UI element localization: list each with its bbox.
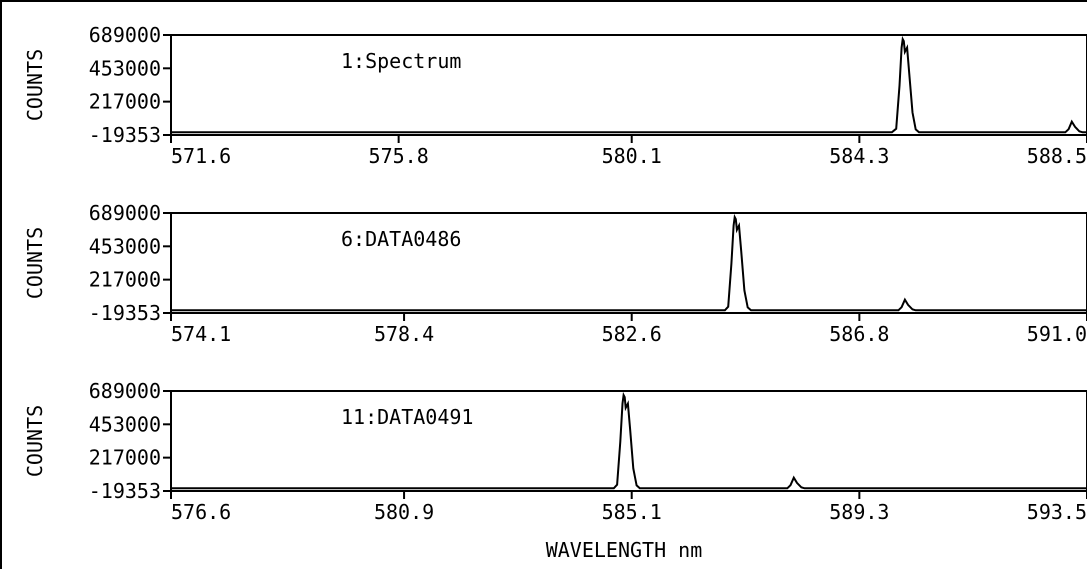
y-tick-label: 217000 xyxy=(89,90,161,114)
y-tick-label: 453000 xyxy=(89,56,161,80)
x-tick-label: 571.6 xyxy=(171,144,231,168)
y-axis-label: COUNTS xyxy=(23,49,47,121)
x-axis-label: WAVELENGTH nm xyxy=(546,538,703,562)
y-tick-label: -19353 xyxy=(89,123,161,147)
y-tick-label: 689000 xyxy=(89,23,161,47)
x-tick-label: 585.1 xyxy=(602,500,662,524)
y-tick-label: 453000 xyxy=(89,234,161,258)
x-tick-label: 582.6 xyxy=(602,322,662,346)
x-tick-label: 589.3 xyxy=(829,500,889,524)
y-tick-label: 217000 xyxy=(89,268,161,292)
y-tick-label: 689000 xyxy=(89,201,161,225)
spectrum-series-line-1 xyxy=(171,35,1087,134)
spectrum-series-line-1 xyxy=(171,391,1087,490)
y-tick-label: -19353 xyxy=(89,301,161,325)
chart-panel-1: 689000 453000 217000 -19353 571.6 575.8 580.1 5… xyxy=(23,23,1087,168)
y-tick-label: -19353 xyxy=(89,479,161,503)
x-tick-label: 588.5 xyxy=(1027,144,1087,168)
panel-annotation: 1:Spectrum xyxy=(341,49,461,73)
plot-area-frame xyxy=(170,390,1087,492)
plot-area-frame xyxy=(170,212,1087,314)
x-tick-label: 576.6 xyxy=(171,500,231,524)
y-axis-label: COUNTS xyxy=(23,227,47,299)
panels: 689000 453000 217000 -19353 571.6 575.8 580.1 5… xyxy=(23,23,1087,524)
x-tick-label: 591.0 xyxy=(1027,322,1087,346)
y-tick-label: 689000 xyxy=(89,379,161,403)
y-axis-label: COUNTS xyxy=(23,405,47,477)
chart-panel-3: 689000 453000 217000 -19353 576.6 580.9 585.1 5… xyxy=(23,379,1087,524)
x-tick-label: 580.9 xyxy=(374,500,434,524)
chart-panel-2: 689000 453000 217000 -19353 574.1 578.4 582.6 5… xyxy=(23,201,1087,346)
plot-area-frame xyxy=(170,34,1087,136)
x-tick-label: 593.5 xyxy=(1027,500,1087,524)
x-tick-label: 574.1 xyxy=(171,322,231,346)
y-tick-label: 217000 xyxy=(89,446,161,470)
x-tick-label: 584.3 xyxy=(829,144,889,168)
x-tick-label: 578.4 xyxy=(374,322,434,346)
x-tick-label: 575.8 xyxy=(369,144,429,168)
y-tick-label: 453000 xyxy=(89,412,161,436)
panel-annotation: 6:DATA0486 xyxy=(341,227,461,251)
x-tick-label: 586.8 xyxy=(829,322,889,346)
panel-annotation: 11:DATA0491 xyxy=(341,405,473,429)
x-tick-label: 580.1 xyxy=(602,144,662,168)
spectrum-series-line-1 xyxy=(171,213,1087,312)
